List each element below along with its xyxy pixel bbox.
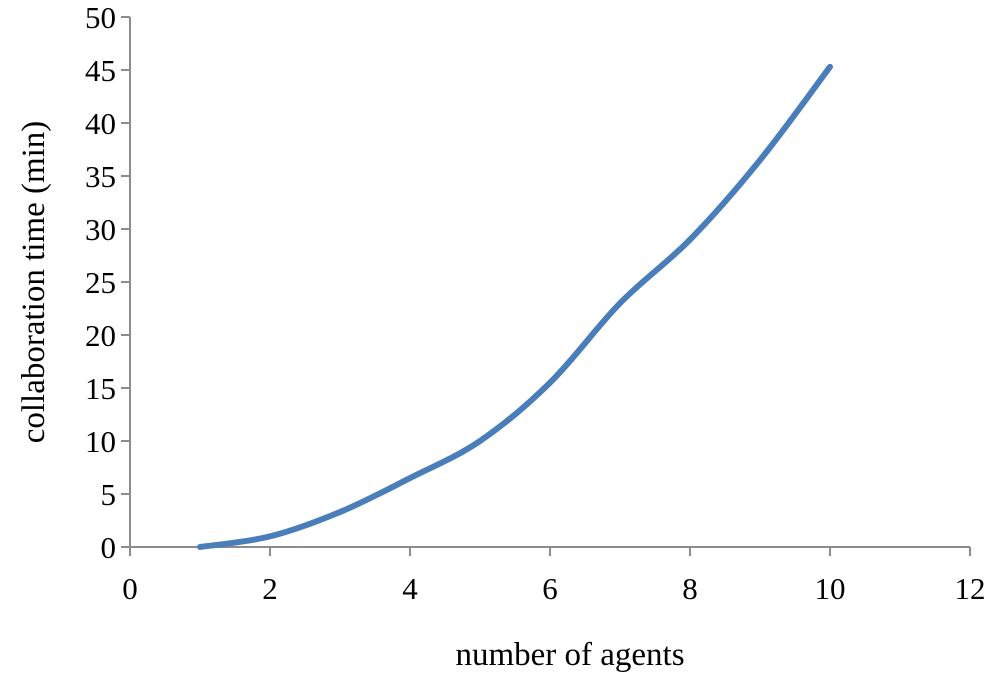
y-axis-ticks: 0 5 10 15 20 25 30 35 40 45 50 xyxy=(85,0,130,565)
y-tick-label: 0 xyxy=(101,530,117,565)
x-tick-label: 0 xyxy=(122,571,138,606)
x-axis-ticks: 0 2 4 6 8 10 12 xyxy=(122,547,986,606)
x-tick-label: 12 xyxy=(955,571,986,606)
y-tick-label: 25 xyxy=(85,265,116,300)
y-tick-label: 20 xyxy=(85,318,116,353)
y-tick-label: 5 xyxy=(101,477,117,512)
y-tick-label: 35 xyxy=(85,159,116,194)
series-line xyxy=(197,63,833,550)
x-tick-label: 10 xyxy=(815,571,846,606)
y-tick-label: 10 xyxy=(85,424,116,459)
y-tick-label: 50 xyxy=(85,0,116,35)
x-axis-title: number of agents xyxy=(455,637,684,673)
y-tick-label: 15 xyxy=(85,371,116,406)
x-tick-label: 8 xyxy=(682,571,698,606)
y-tick-label: 45 xyxy=(85,53,116,88)
y-axis-title: collaboration time (min) xyxy=(16,121,52,444)
x-tick-label: 6 xyxy=(542,571,558,606)
y-tick-label: 40 xyxy=(85,106,116,141)
series-layer xyxy=(197,63,833,550)
x-tick-label: 4 xyxy=(402,571,418,606)
y-tick-label: 30 xyxy=(85,212,116,247)
x-tick-label: 2 xyxy=(262,571,278,606)
